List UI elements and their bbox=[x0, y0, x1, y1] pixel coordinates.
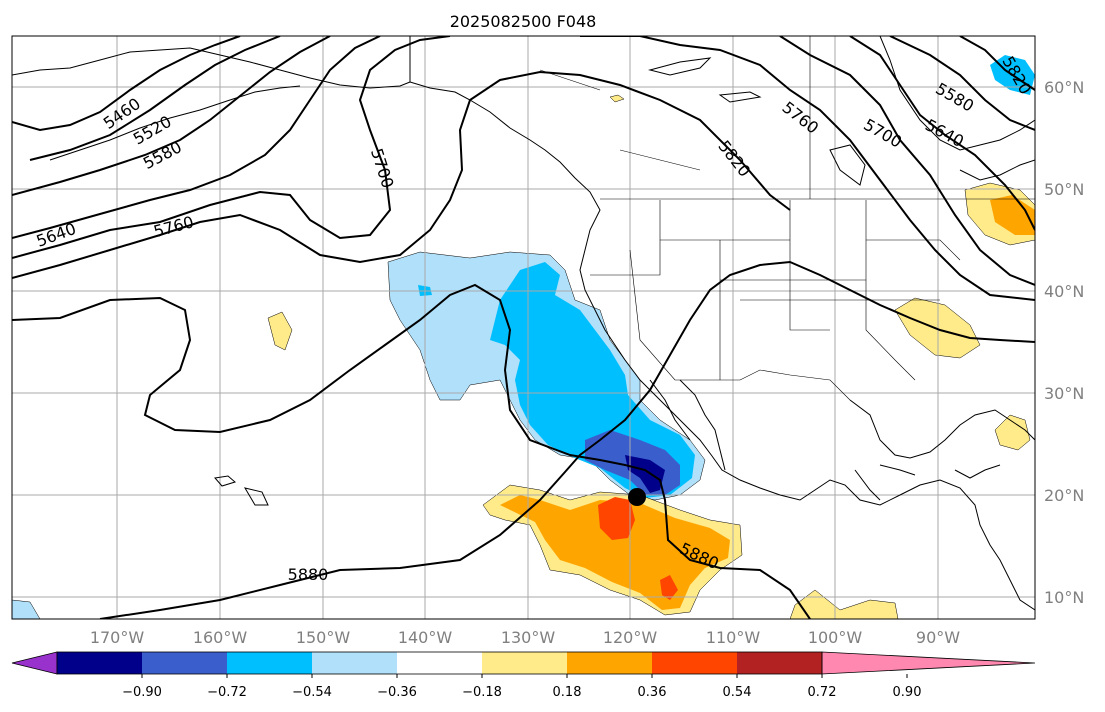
colorbar-extend-low bbox=[11, 651, 58, 675]
colorbar-outline bbox=[56, 651, 823, 675]
map-area: 5460 5520 5580 5640 5700 5760 5820 5880 … bbox=[12, 36, 1035, 619]
colorbar-segment bbox=[652, 652, 738, 674]
lon-label: 130°W bbox=[501, 628, 556, 647]
colorbar-tick-label: −0.18 bbox=[462, 685, 502, 700]
lon-label: 120°W bbox=[603, 628, 658, 647]
colorbar-tick-label: 0.90 bbox=[893, 685, 922, 700]
lon-label: 140°W bbox=[398, 628, 453, 647]
lon-label: 170°W bbox=[90, 628, 145, 647]
colorbar-segment bbox=[397, 652, 483, 674]
latitude-labels: 60°N 50°N 40°N 30°N 20°N 10°N bbox=[1044, 78, 1084, 607]
lat-label: 40°N bbox=[1044, 282, 1084, 301]
colorbar-segment bbox=[57, 652, 143, 674]
longitude-labels: 170°W 160°W 150°W 140°W 130°W 120°W 110°… bbox=[90, 628, 960, 647]
map-frame bbox=[11, 35, 1036, 620]
negative-anomaly-shading bbox=[12, 55, 1035, 619]
colorbar-extend-high bbox=[821, 651, 1036, 675]
colorbar-segment bbox=[312, 652, 398, 674]
colorbar-tick-label: −0.36 bbox=[377, 685, 417, 700]
colorbar-tick-labels: −0.90 −0.72 −0.54 −0.36 −0.18 0.18 0.36 0.54 0.7… bbox=[122, 674, 921, 700]
colorbar-tick-label: −0.90 bbox=[122, 685, 162, 700]
height-contours bbox=[12, 36, 1035, 619]
lon-label: 100°W bbox=[808, 628, 863, 647]
coastlines bbox=[12, 36, 1035, 611]
colorbar-tick-label: −0.72 bbox=[207, 685, 247, 700]
colorbar-segment bbox=[482, 652, 568, 674]
contour-label-5880-west: 5880 bbox=[288, 565, 329, 584]
lat-label: 60°N bbox=[1044, 78, 1084, 97]
colorbar-segment bbox=[227, 652, 313, 674]
colorbar-tick-label: 0.18 bbox=[553, 685, 582, 700]
colorbar-tick-label: −0.54 bbox=[292, 685, 332, 700]
lat-label: 50°N bbox=[1044, 180, 1084, 199]
center-point-marker bbox=[628, 488, 646, 506]
colorbar-tick-label: 0.54 bbox=[723, 685, 752, 700]
lon-label: 150°W bbox=[296, 628, 351, 647]
colorbar-segment bbox=[567, 652, 653, 674]
lat-label: 20°N bbox=[1044, 486, 1084, 505]
lat-label: 30°N bbox=[1044, 384, 1084, 403]
colorbar bbox=[11, 651, 1036, 675]
colorbar-tick-label: 0.36 bbox=[638, 685, 667, 700]
gridlines bbox=[12, 36, 1035, 619]
lon-label: 160°W bbox=[193, 628, 248, 647]
lat-label: 10°N bbox=[1044, 588, 1084, 607]
map-title: 2025082500 F048 bbox=[450, 12, 597, 31]
colorbar-segment bbox=[737, 652, 823, 674]
colorbar-segment bbox=[142, 652, 228, 674]
lon-label: 110°W bbox=[706, 628, 761, 647]
positive-anomaly-shading bbox=[267, 94, 1035, 619]
lon-label: 90°W bbox=[916, 628, 960, 647]
political-borders bbox=[409, 36, 1035, 401]
colorbar-tick-label: 0.72 bbox=[808, 685, 837, 700]
